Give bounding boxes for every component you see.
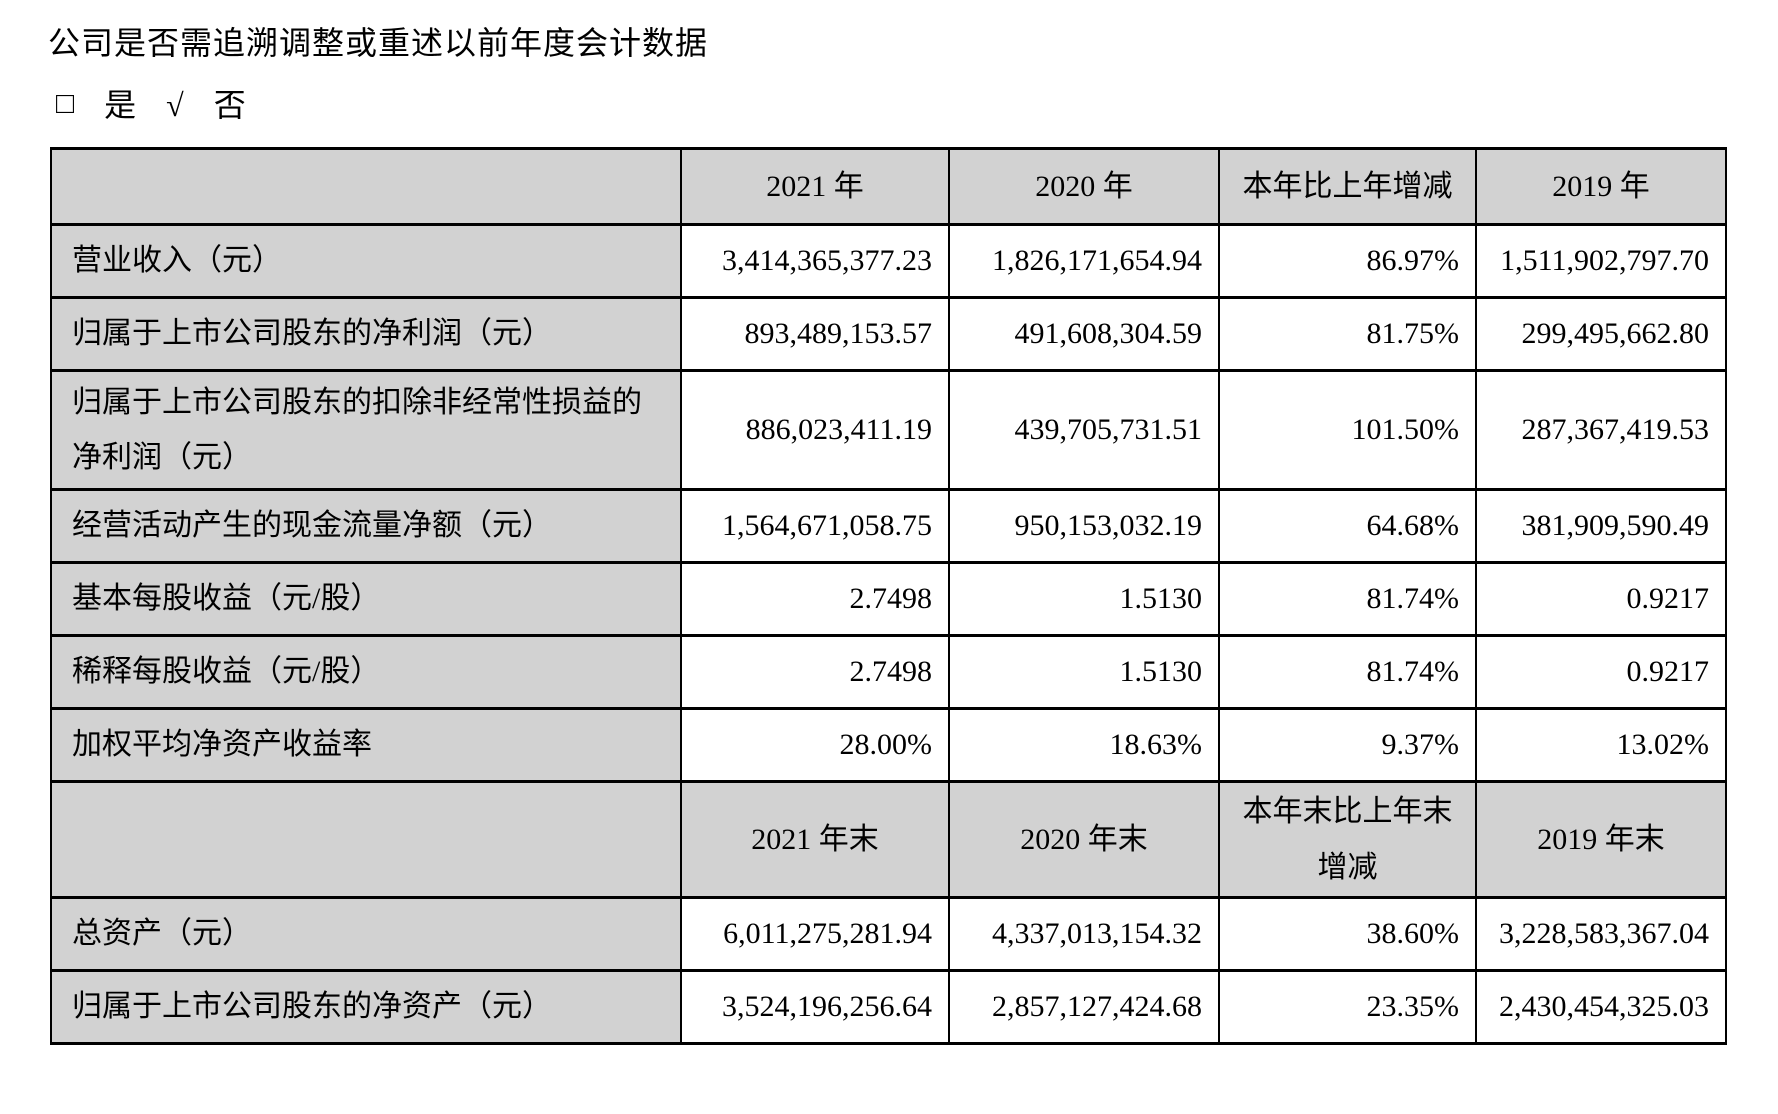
table-row-revenue: 营业收入（元） 3,414,365,377.23 1,826,171,654.9…: [50, 223, 1727, 300]
value-2019: 381,909,590.49: [1475, 488, 1727, 565]
table-row-net-profit: 归属于上市公司股东的净利润（元） 893,489,153.57 491,608,…: [50, 296, 1727, 373]
value-2021: 893,489,153.57: [680, 296, 950, 373]
value-2019-eoy: 2,430,454,325.03: [1475, 969, 1727, 1046]
header-empty-cell: [50, 780, 682, 900]
row-label: 归属于上市公司股东的扣除非经常性损益的 净利润（元）: [50, 369, 682, 492]
row-label: 总资产（元）: [50, 896, 682, 973]
value-2020-eoy: 4,337,013,154.32: [948, 896, 1220, 973]
value-2021: 2.7498: [680, 634, 950, 711]
row-label: 经营活动产生的现金流量净额（元）: [50, 488, 682, 565]
value-2019: 299,495,662.80: [1475, 296, 1727, 373]
table-row-total-assets: 总资产（元） 6,011,275,281.94 4,337,013,154.32…: [50, 896, 1727, 973]
table-row-net-profit-excl-nonrecurring: 归属于上市公司股东的扣除非经常性损益的 净利润（元） 886,023,411.1…: [50, 369, 1727, 492]
value-2020-eoy: 2,857,127,424.68: [948, 969, 1220, 1046]
value-2021: 886,023,411.19: [680, 369, 950, 492]
value-change: 81.75%: [1218, 296, 1477, 373]
value-change: 81.74%: [1218, 634, 1477, 711]
header-cell-2020: 2020 年: [948, 147, 1220, 227]
value-2019: 0.9217: [1475, 561, 1727, 638]
yes-label: 是: [104, 87, 137, 124]
value-2020: 1,826,171,654.94: [948, 223, 1220, 300]
value-2020: 18.63%: [948, 707, 1220, 784]
header-cell-2019-eoy: 2019 年末: [1475, 780, 1727, 900]
value-2019: 1,511,902,797.70: [1475, 223, 1727, 300]
value-2021: 1,564,671,058.75: [680, 488, 950, 565]
key-accounting-data-table: 2021 年 2020 年 本年比上年增减 2019 年 营业收入（元） 3,4…: [50, 147, 1727, 1046]
header-empty-cell: [50, 147, 682, 227]
row-label: 归属于上市公司股东的净资产（元）: [50, 969, 682, 1046]
table-row-weighted-avg-roe: 加权平均净资产收益率 28.00% 18.63% 9.37% 13.02%: [50, 707, 1727, 784]
value-2020: 491,608,304.59: [948, 296, 1220, 373]
header-cell-2020-eoy: 2020 年末: [948, 780, 1220, 900]
check-mark-icon: √: [166, 87, 184, 124]
header-cell-eoy-change: 本年末比上年末 增减: [1218, 780, 1477, 900]
value-2021-eoy: 6,011,275,281.94: [680, 896, 950, 973]
table-row-operating-cash-flow: 经营活动产生的现金流量净额（元） 1,564,671,058.75 950,15…: [50, 488, 1727, 565]
no-label: 否: [213, 87, 246, 124]
value-2021: 2.7498: [680, 561, 950, 638]
value-change-eoy: 38.60%: [1218, 896, 1477, 973]
table-row-net-assets: 归属于上市公司股东的净资产（元） 3,524,196,256.64 2,857,…: [50, 969, 1727, 1046]
value-2020: 1.5130: [948, 634, 1220, 711]
value-change: 9.37%: [1218, 707, 1477, 784]
value-change: 81.74%: [1218, 561, 1477, 638]
restatement-question-text: 公司是否需追溯调整或重述以前年度会计数据: [48, 25, 709, 61]
header-cell-yoy-change: 本年比上年增减: [1218, 147, 1477, 227]
value-change-eoy: 23.35%: [1218, 969, 1477, 1046]
value-2021: 28.00%: [680, 707, 950, 784]
row-label: 稀释每股收益（元/股）: [50, 634, 682, 711]
value-change: 64.68%: [1218, 488, 1477, 565]
header-cell-2019: 2019 年: [1475, 147, 1727, 227]
eoy-header-row: 2021 年末 2020 年末 本年末比上年末 增减 2019 年末: [50, 780, 1727, 900]
row-label: 营业收入（元）: [50, 223, 682, 300]
value-2021: 3,414,365,377.23: [680, 223, 950, 300]
row-label: 归属于上市公司股东的净利润（元）: [50, 296, 682, 373]
value-2020: 950,153,032.19: [948, 488, 1220, 565]
table-row-basic-eps: 基本每股收益（元/股） 2.7498 1.5130 81.74% 0.9217: [50, 561, 1727, 638]
header-cell-2021: 2021 年: [680, 147, 950, 227]
checkbox-unchecked-icon: □: [56, 87, 75, 121]
value-2019: 287,367,419.53: [1475, 369, 1727, 492]
value-2019: 0.9217: [1475, 634, 1727, 711]
header-cell-2021-eoy: 2021 年末: [680, 780, 950, 900]
value-change: 101.50%: [1218, 369, 1477, 492]
row-label: 加权平均净资产收益率: [50, 707, 682, 784]
table-row-diluted-eps: 稀释每股收益（元/股） 2.7498 1.5130 81.74% 0.9217: [50, 634, 1727, 711]
value-2021-eoy: 3,524,196,256.64: [680, 969, 950, 1046]
annual-header-row: 2021 年 2020 年 本年比上年增减 2019 年: [50, 147, 1727, 227]
value-2019: 13.02%: [1475, 707, 1727, 784]
document-body: 公司是否需追溯调整或重述以前年度会计数据 □ 是 √ 否 2021 年 2020…: [48, 25, 1778, 1046]
value-2019-eoy: 3,228,583,367.04: [1475, 896, 1727, 973]
value-2020: 1.5130: [948, 561, 1220, 638]
value-change: 86.97%: [1218, 223, 1477, 300]
row-label: 基本每股收益（元/股）: [50, 561, 682, 638]
yes-no-check-line: □ 是 √ 否: [56, 87, 1778, 124]
value-2020: 439,705,731.51: [948, 369, 1220, 492]
